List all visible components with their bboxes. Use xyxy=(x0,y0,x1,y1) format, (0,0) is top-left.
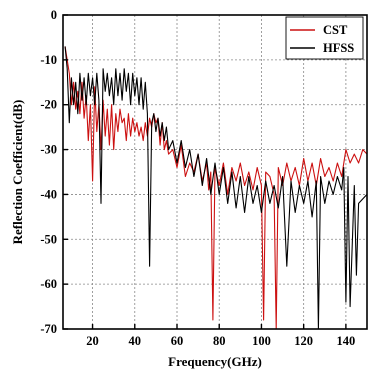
y-tick-label: -20 xyxy=(40,98,57,112)
y-tick-label: -60 xyxy=(40,277,57,291)
y-axis-title: Reflection Coefficient(dB) xyxy=(10,100,25,245)
y-tick-label: -30 xyxy=(40,143,57,157)
x-tick-label: 140 xyxy=(337,334,356,348)
x-tick-label: 100 xyxy=(252,334,271,348)
legend-label-hfss: HFSS xyxy=(323,41,354,55)
series-line-hfss xyxy=(64,46,368,330)
legend-label-cst: CST xyxy=(323,23,348,37)
grid-lines xyxy=(63,15,367,329)
y-tick-label: -70 xyxy=(40,322,57,336)
y-tick-label: -10 xyxy=(40,53,57,67)
x-tick-label: 40 xyxy=(129,334,142,348)
x-tick-label: 120 xyxy=(294,334,313,348)
axis-ticks: 20 40 60 80 100 120 140 0 -10 -20 -30 -40 -50 -60 -70 xyxy=(40,8,355,348)
y-tick-label: 0 xyxy=(51,8,57,22)
x-tick-label: 60 xyxy=(171,334,184,348)
x-tick-label: 20 xyxy=(86,334,99,348)
legend: CST HFSS xyxy=(285,16,364,60)
plot-frame xyxy=(62,14,368,330)
x-tick-label: 80 xyxy=(213,334,226,348)
series-line-cst xyxy=(64,46,368,330)
series-lines xyxy=(64,46,368,330)
y-tick-label: -40 xyxy=(40,187,57,201)
legend-box xyxy=(285,16,364,60)
y-tick-label: -50 xyxy=(40,232,57,246)
x-axis-title: Frequency(GHz) xyxy=(168,354,262,369)
